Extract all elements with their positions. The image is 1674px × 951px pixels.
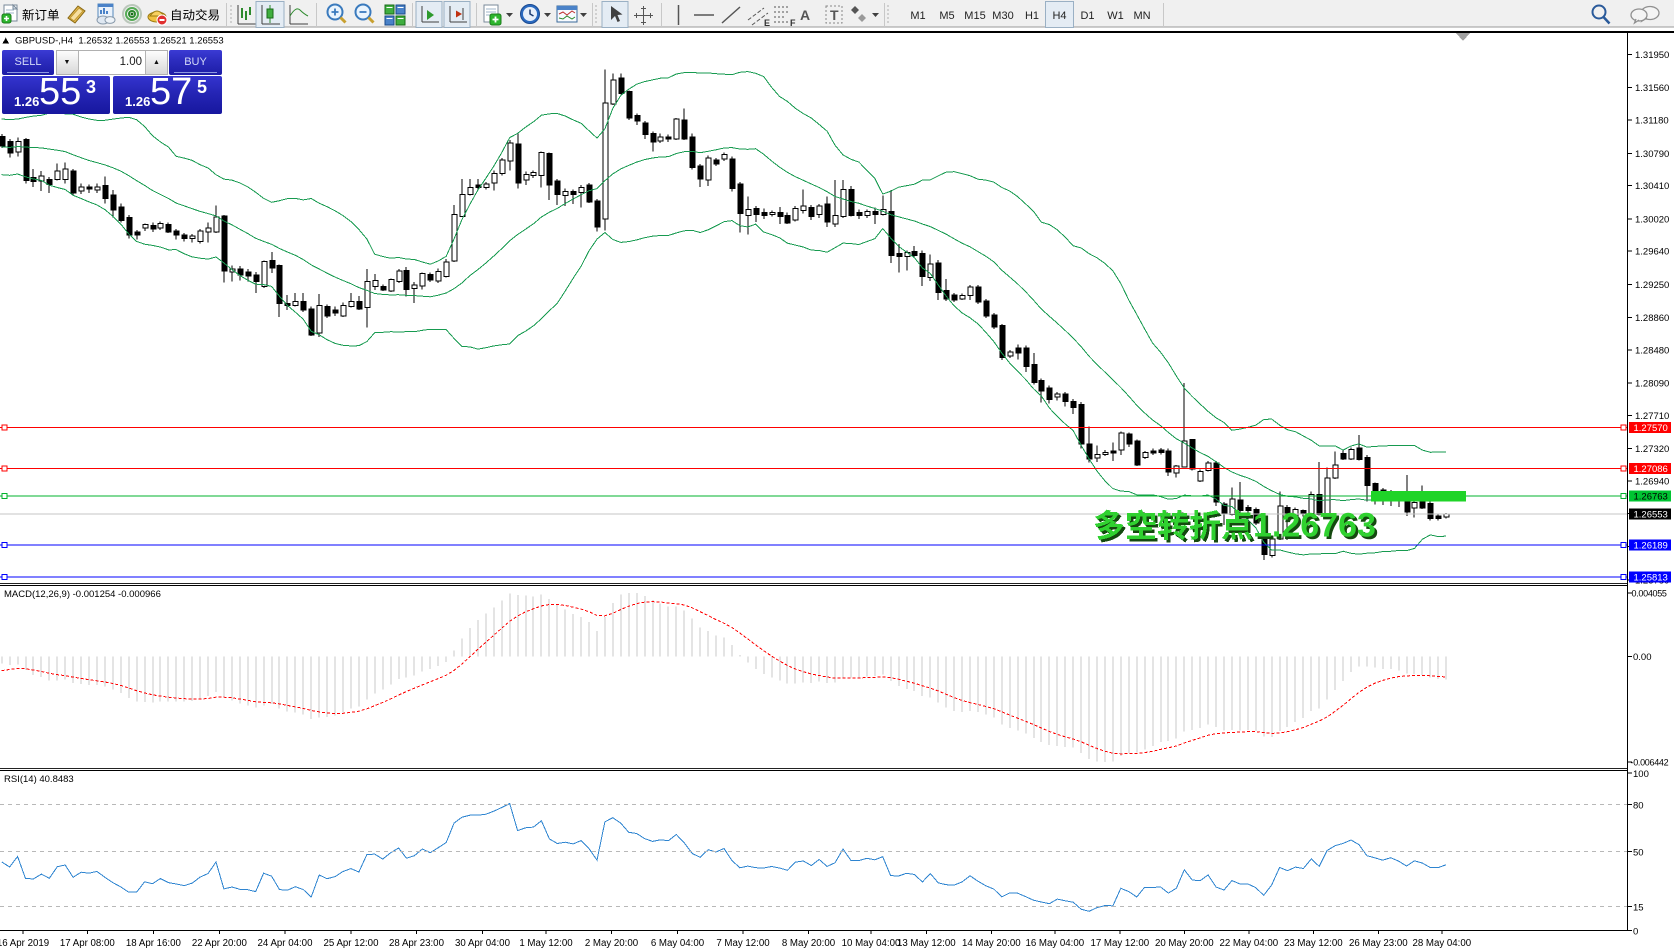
svg-text:7 May 12:00: 7 May 12:00	[716, 938, 770, 949]
svg-text:1.30790: 1.30790	[1635, 149, 1669, 160]
svg-text:1.27086: 1.27086	[1634, 464, 1668, 475]
svg-text:1.26763: 1.26763	[1634, 492, 1668, 503]
svg-text:0: 0	[1633, 926, 1638, 937]
svg-text:50: 50	[1633, 848, 1644, 859]
svg-text:M30: M30	[992, 10, 1013, 22]
svg-text:1.28090: 1.28090	[1635, 379, 1669, 390]
svg-text:1.27320: 1.27320	[1635, 444, 1669, 455]
svg-text:17 May 12:00: 17 May 12:00	[1090, 938, 1149, 949]
svg-text:T: T	[830, 7, 839, 23]
svg-text:1.27710: 1.27710	[1635, 411, 1669, 422]
svg-text:26 May 23:00: 26 May 23:00	[1349, 938, 1408, 949]
svg-text:28 Apr 23:00: 28 Apr 23:00	[389, 938, 445, 949]
svg-text:A: A	[800, 7, 810, 23]
svg-text:23 May 12:00: 23 May 12:00	[1284, 938, 1343, 949]
svg-text:2 May 20:00: 2 May 20:00	[585, 938, 639, 949]
svg-text:28 May 04:00: 28 May 04:00	[1412, 938, 1471, 949]
svg-text:H4: H4	[1052, 10, 1066, 22]
svg-text:1.31950: 1.31950	[1635, 50, 1669, 61]
svg-text:22 May 04:00: 22 May 04:00	[1219, 938, 1278, 949]
svg-text:F: F	[790, 18, 796, 28]
svg-text:1.26763: 1.26763	[1256, 509, 1379, 547]
svg-text:1.26553: 1.26553	[1634, 510, 1668, 521]
svg-text:1.28860: 1.28860	[1635, 313, 1669, 324]
svg-text:D1: D1	[1080, 10, 1094, 22]
svg-text:0.004055: 0.004055	[1632, 589, 1667, 599]
svg-text:1.27570: 1.27570	[1634, 423, 1668, 434]
svg-text:1 May 12:00: 1 May 12:00	[519, 938, 573, 949]
svg-text:RSI(14) 40.8483: RSI(14) 40.8483	[4, 774, 74, 785]
svg-text:100: 100	[1633, 769, 1649, 780]
svg-text:80: 80	[1633, 800, 1644, 811]
svg-text:20 May 20:00: 20 May 20:00	[1155, 938, 1214, 949]
svg-text:22 Apr 20:00: 22 Apr 20:00	[192, 938, 248, 949]
svg-text:15: 15	[1633, 903, 1644, 914]
svg-text:M5: M5	[939, 10, 954, 22]
svg-text:1.30410: 1.30410	[1635, 181, 1669, 192]
svg-text:13 May 12:00: 13 May 12:00	[897, 938, 956, 949]
svg-text:1.29640: 1.29640	[1635, 247, 1669, 258]
svg-text:M1: M1	[910, 10, 925, 22]
svg-text:MN: MN	[1133, 10, 1150, 22]
svg-text:1.26763: 1.26763	[1253, 507, 1376, 545]
svg-text:E: E	[764, 18, 770, 28]
svg-text:1.30020: 1.30020	[1635, 214, 1669, 225]
svg-text:-0.006442: -0.006442	[1631, 758, 1669, 768]
svg-text:1.26940: 1.26940	[1635, 477, 1669, 488]
svg-text:1.29250: 1.29250	[1635, 280, 1669, 291]
svg-text:14 May 20:00: 14 May 20:00	[962, 938, 1021, 949]
svg-text:30 Apr 04:00: 30 Apr 04:00	[455, 938, 511, 949]
svg-text:1.28480: 1.28480	[1635, 345, 1669, 356]
svg-text:MACD(12,26,9) -0.001254 -0.000: MACD(12,26,9) -0.001254 -0.000966	[4, 589, 161, 600]
svg-text:17 Apr 08:00: 17 Apr 08:00	[60, 938, 116, 949]
svg-text:6 May 04:00: 6 May 04:00	[651, 938, 705, 949]
svg-text:25 Apr 12:00: 25 Apr 12:00	[324, 938, 380, 949]
svg-text:H1: H1	[1025, 10, 1039, 22]
svg-text:1.31560: 1.31560	[1635, 83, 1669, 94]
svg-text:16 Apr 2019: 16 Apr 2019	[0, 938, 49, 949]
svg-text:1.26189: 1.26189	[1634, 541, 1668, 552]
svg-text:1.31180: 1.31180	[1635, 116, 1669, 127]
svg-text:24 Apr 04:00: 24 Apr 04:00	[258, 938, 314, 949]
svg-text:16 May 04:00: 16 May 04:00	[1025, 938, 1084, 949]
svg-text:1.25813: 1.25813	[1634, 573, 1668, 584]
svg-text:0.00: 0.00	[1633, 652, 1652, 663]
svg-text:M15: M15	[964, 10, 985, 22]
svg-text:18 Apr 16:00: 18 Apr 16:00	[126, 938, 182, 949]
svg-text:8 May 20:00: 8 May 20:00	[782, 938, 836, 949]
svg-text:W1: W1	[1107, 10, 1124, 22]
svg-text:GBPUSD-,H4 1.26532 1.26553 1.: GBPUSD-,H4 1.26532 1.26553 1.26521 1.265…	[15, 36, 224, 47]
svg-text:10 May 04:00: 10 May 04:00	[842, 938, 901, 949]
